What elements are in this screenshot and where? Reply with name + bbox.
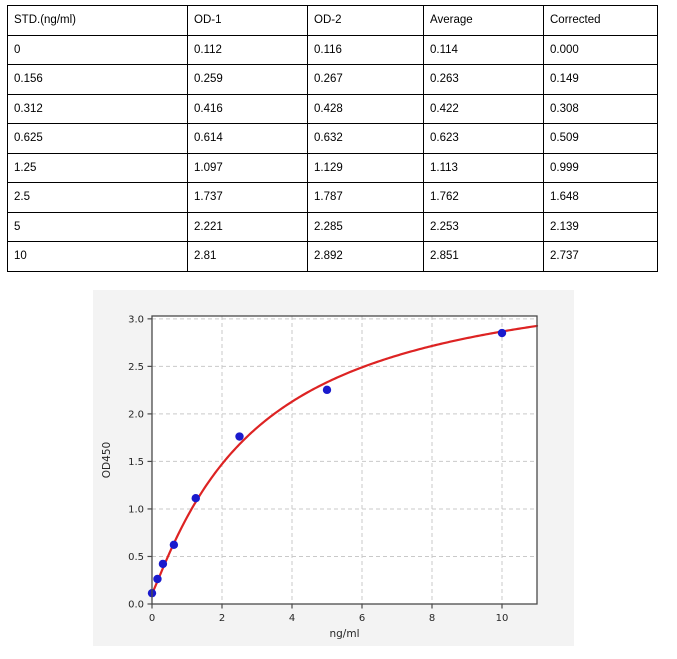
table-row: 0.625 0.614 0.632 0.623 0.509 (7, 123, 658, 154)
x-tick-label: 2 (219, 613, 225, 624)
y-tick-label: 0.0 (128, 600, 144, 611)
column-header-od-2: OD-2 (307, 5, 424, 36)
table-cell: 5 (7, 211, 188, 242)
table-cell: 0.267 (307, 64, 424, 95)
x-tick-label: 8 (429, 613, 435, 624)
x-tick-label: 0 (149, 613, 155, 624)
table-cell: 0.114 (423, 34, 544, 65)
table-cell: 2.81 (187, 241, 308, 272)
x-tick-label: 10 (496, 613, 509, 624)
table-cell: 1.25 (7, 152, 188, 183)
table-row: 1.25 1.097 1.129 1.113 0.999 (7, 152, 658, 183)
table-cell: 1.129 (307, 152, 424, 183)
column-header-average: Average (423, 5, 544, 36)
table-cell: 0.259 (187, 64, 308, 95)
x-tick-label: 6 (359, 613, 365, 624)
table-cell: 1.097 (187, 152, 308, 183)
table-cell: 0.632 (307, 123, 424, 154)
table-cell: 2.737 (543, 241, 658, 272)
standards-table-header-row: STD.(ng/ml) OD-1 OD-2 Average Corrected (7, 5, 658, 36)
table-cell: 0.116 (307, 34, 424, 65)
table-cell: 2.221 (187, 211, 308, 242)
x-axis-label: ng/ml (329, 628, 359, 640)
table-cell: 0.416 (187, 93, 308, 124)
column-header-std-ng-ml-: STD.(ng/ml) (7, 5, 188, 36)
table-cell: 0.312 (7, 93, 188, 124)
plot-background (152, 316, 537, 604)
y-tick-label: 2.5 (128, 362, 144, 373)
table-row: 2.5 1.737 1.787 1.762 1.648 (7, 182, 658, 213)
y-tick-label: 0.5 (128, 552, 144, 563)
table-cell: 2.892 (307, 241, 424, 272)
y-tick-label: 3.0 (128, 314, 144, 325)
plot-border (151, 315, 538, 605)
table-cell: 1.648 (543, 182, 658, 213)
data-point (191, 494, 200, 503)
y-tick-label: 1.5 (128, 457, 144, 468)
standard-curve-chart: 0 2 4 6 8 10 0.0 0.5 1.0 1.5 2.0 2.5 3.0 ng/ml OD450 (93, 290, 574, 646)
table-row: 0.312 0.416 0.428 0.422 0.308 (7, 93, 658, 124)
table-cell: 0.614 (187, 123, 308, 154)
table-cell: 2.851 (423, 241, 544, 272)
standard-curve-figure: 0 2 4 6 8 10 0.0 0.5 1.0 1.5 2.0 2.5 3.0 ng/ml OD450 (93, 290, 574, 646)
y-axis-label: OD450 (101, 442, 113, 478)
table-cell: 10 (7, 241, 188, 272)
table-row: 0.156 0.259 0.267 0.263 0.149 (7, 64, 658, 95)
data-point (158, 559, 168, 569)
column-header-corrected: Corrected (543, 5, 658, 36)
data-point (322, 385, 332, 395)
table-cell: 1.113 (423, 152, 544, 183)
data-point (497, 328, 507, 338)
table-cell: 0.999 (543, 152, 658, 183)
table-cell: 0.625 (7, 123, 188, 154)
y-tick-label: 2.0 (128, 409, 144, 420)
table-cell: 2.285 (307, 211, 424, 242)
table-cell: 0.308 (543, 93, 658, 124)
table-cell: 2.139 (543, 211, 658, 242)
table-cell: 2.253 (423, 211, 544, 242)
standards-table: STD.(ng/ml) OD-1 OD-2 Average Corrected 0 0.1… (7, 5, 658, 272)
x-tick-label: 4 (289, 613, 295, 624)
table-cell: 0.000 (543, 34, 658, 65)
table-cell: 1.737 (187, 182, 308, 213)
table-row: 5 2.221 2.285 2.253 2.139 (7, 211, 658, 242)
table-cell: 0.156 (7, 64, 188, 95)
data-point (235, 432, 244, 441)
y-tick-label: 1.0 (128, 504, 144, 515)
table-cell: 0.263 (423, 64, 544, 95)
table-cell: 1.787 (307, 182, 424, 213)
table-cell: 2.5 (7, 182, 188, 213)
data-point (153, 574, 162, 584)
table-row: 0 0.112 0.116 0.114 0.000 (7, 34, 658, 65)
table-cell: 0.422 (423, 93, 544, 124)
table-cell: 0.623 (423, 123, 544, 154)
table-cell: 0.112 (187, 34, 308, 65)
table-cell: 0.428 (307, 93, 424, 124)
table-cell: 0.509 (543, 123, 658, 154)
fitted-curve (150, 324, 539, 595)
data-point (169, 540, 179, 549)
table-cell: 1.762 (423, 182, 544, 213)
table-cell: 0 (7, 34, 188, 65)
table-row: 10 2.81 2.892 2.851 2.737 (7, 241, 658, 272)
table-cell: 0.149 (543, 64, 658, 95)
column-header-od-1: OD-1 (187, 5, 308, 36)
